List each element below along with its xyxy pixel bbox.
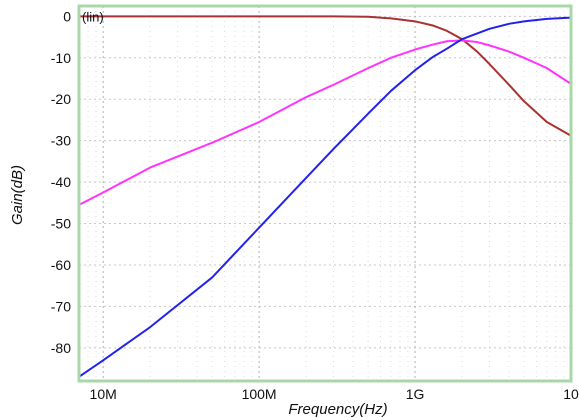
x-tick-label-2: 1G [406, 386, 425, 402]
x-tick-label-0: 10M [90, 386, 117, 402]
y-tick-label-6: -60 [51, 257, 71, 273]
x-axis-label: Frequency(Hz) [288, 401, 387, 418]
y-tick-label-4: -40 [51, 174, 71, 190]
y-tick-label-7: -70 [51, 298, 71, 314]
y-tick-label-1: -10 [51, 50, 71, 66]
series-line-bandpass [78, 39, 572, 206]
grid-lines [78, 6, 572, 381]
plot-frame [77, 4, 573, 383]
y-tick-label-5: -50 [51, 216, 71, 232]
series-line-highpass [78, 16, 572, 378]
y-tick-label-2: -20 [51, 91, 71, 107]
y-axis-label: Gain(dB) [9, 165, 26, 225]
y-tick-label-0: 0 [63, 8, 71, 24]
scale-annotation: (lin) [82, 9, 104, 24]
tick-labels: 0 -10 -20 -30 -40 -50 -60 -70 -80 10M 100M 1G 10 [51, 8, 579, 402]
series-lines [78, 15, 572, 378]
x-tick-label-1: 100M [242, 386, 277, 402]
y-tick-label-3: -30 [51, 133, 71, 149]
series-line-lowpass [79, 15, 572, 137]
x-tick-label-3: 10 [563, 386, 579, 402]
y-tick-label-8: -80 [51, 340, 71, 356]
